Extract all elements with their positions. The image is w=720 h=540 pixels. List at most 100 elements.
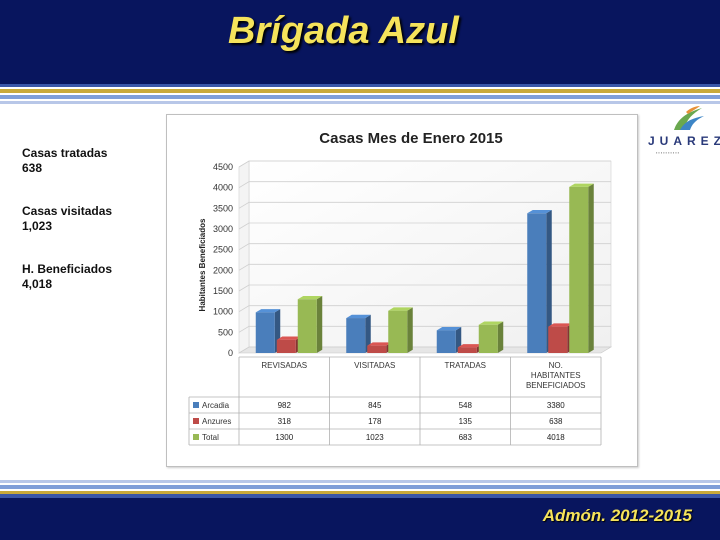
logo-subtext: ▪▪▪▪▪▪▪▪▪▪ [656,150,681,155]
stat-value: 4,018 [22,277,53,291]
legend-label: Arcadia [202,401,230,410]
y-tick-label: 500 [218,327,233,337]
data-label: 4018 [547,433,565,442]
gridline [238,201,611,209]
y-tick-label: 4500 [213,162,233,172]
bar-anzures-4 [548,323,573,353]
bar-top [297,295,323,300]
data-label: 135 [459,417,473,426]
bar-chart: 0 500 1000 1500 2000 2500 3000 3500 4000 4500 REV… [188,130,613,446]
bar-top [478,321,504,325]
y-tick-label: 2000 [213,265,233,275]
header-band [0,0,720,84]
bottom-stripes [0,480,720,498]
y-tick-label: 2500 [213,245,233,255]
bar-top [346,314,371,319]
bar-total-1 [297,295,323,353]
bar-anzures-2 [367,342,392,353]
bar-top [255,309,281,313]
data-label: 178 [368,417,382,426]
bar-top [367,342,392,346]
data-label: 548 [459,401,473,410]
chart-side-wall [238,160,250,354]
page-title: Brígada Azul [228,10,459,52]
gridline [238,305,611,313]
legend-key-anzures [193,418,199,424]
stat-casas-visitadas: Casas visitadas 1,023 [22,204,112,234]
bar-front [478,324,498,353]
bar-top [548,323,573,327]
y-tick-label: 3000 [213,224,233,234]
y-tick-label: 1500 [213,286,233,296]
logo-text: JUAREZ [648,134,720,148]
stat-casas-tratadas: Casas tratadas 638 [22,146,107,176]
data-label: 845 [368,401,382,410]
x-tick-label: TRATADAS [445,361,486,370]
data-label: 982 [278,401,292,410]
bar-front [297,299,317,353]
bar-front [436,330,456,353]
bar-front [527,213,547,353]
y-tick-label: 0 [228,348,233,358]
juarez-logo: JUAREZ ▪▪▪▪▪▪▪▪▪▪ [642,104,720,162]
logo-mark-icon [674,106,704,130]
bar-top [388,307,413,311]
chart-title: Casas Mes de Enero 2015 [319,130,502,147]
stat-value: 1,023 [22,219,53,233]
bar-top [527,209,552,214]
bar-side [365,314,371,353]
data-label: 1300 [275,433,293,442]
data-label: 638 [549,417,563,426]
legend-key-total [193,434,199,440]
top-stripes [0,84,720,104]
bar-anzures-1 [276,336,302,353]
stat-label: Casas visitadas [22,204,113,218]
bar-total-3 [478,321,504,353]
gridline [238,160,611,168]
x-tick-label: VISITADAS [354,361,395,370]
bar-front [346,318,366,353]
bar-top [276,336,302,340]
bar-arcadia-4 [527,209,552,353]
bar-arcadia-1 [255,309,281,353]
gridline [238,243,611,251]
x-tick-label: NO. HABITANTES BENEFICIADOS [526,361,586,390]
legend-key-arcadia [193,402,199,408]
bar-front [367,345,387,353]
bar-side [546,209,552,353]
bar-anzures-3 [457,344,483,353]
bar-top [569,183,594,187]
stat-label: H. Beneficiados [22,262,113,276]
legend-label: Anzures [202,417,231,426]
bar-front [255,312,275,353]
chart-frame: 0 500 1000 1500 2000 2500 3000 3500 4000 4500 REV… [166,114,638,467]
bar-total-2 [388,307,413,353]
bar-total-4 [569,183,594,353]
bar-side [316,295,323,353]
bar-side [407,307,413,353]
data-label: 683 [459,433,473,442]
bar-front [388,310,408,353]
bar-top [457,344,483,348]
gridline [238,284,611,292]
stat-label: Casas tratadas [22,146,108,160]
y-tick-label: 3500 [213,203,233,213]
legend-label: Total [202,433,219,442]
data-label: 3380 [547,401,565,410]
footer-text: Admón. 2012-2015 [542,506,692,525]
bar-front [276,339,296,353]
stat-value: 638 [22,161,43,175]
stat-h-beneficiados: H. Beneficiados 4,018 [22,262,112,292]
gridline [238,181,611,189]
bar-front [548,326,568,353]
data-label: 318 [278,417,292,426]
bar-arcadia-2 [346,314,371,353]
gridline [238,263,611,271]
y-tick-label: 1000 [213,307,233,317]
bar-front [569,186,589,353]
bar-front [457,347,477,353]
y-tick-label: 4000 [213,183,233,193]
bar-arcadia-3 [436,327,462,353]
y-axis-label: Habitantes Beneficiados [198,218,207,311]
data-label: 1023 [366,433,384,442]
